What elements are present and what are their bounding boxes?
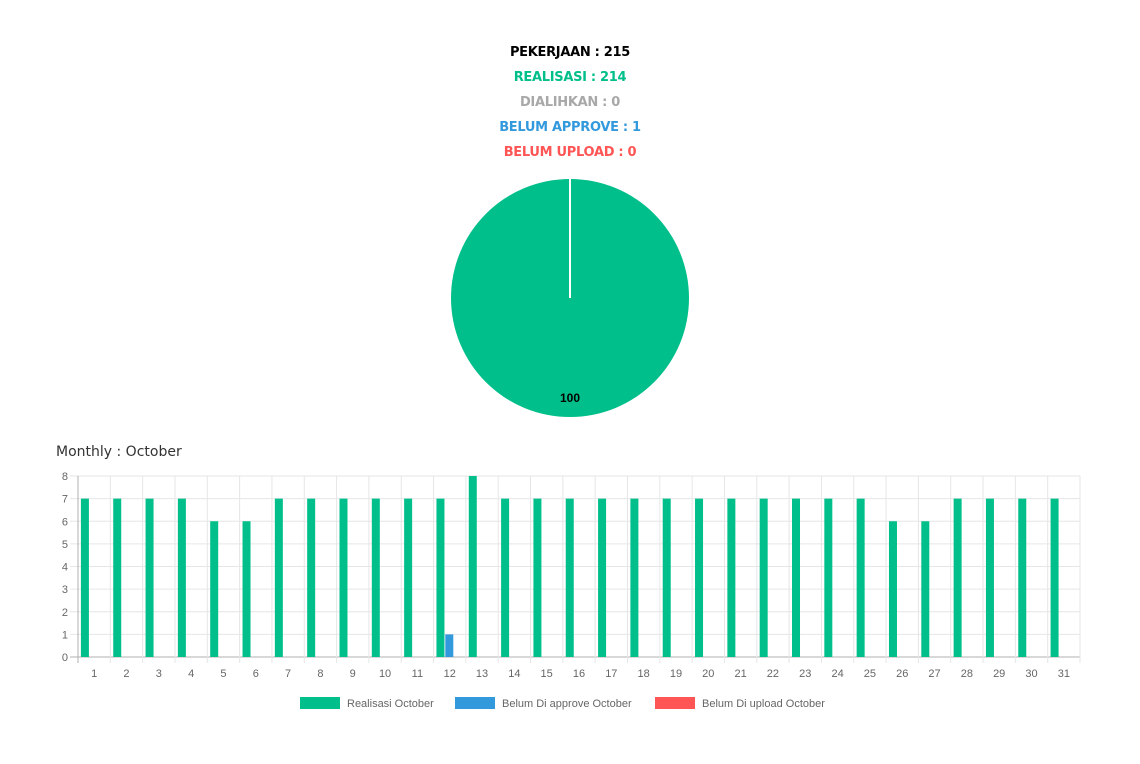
y-tick-label: 8 xyxy=(62,471,68,483)
bar-realisasi-october[interactable] xyxy=(468,476,477,657)
x-tick-label: 20 xyxy=(702,668,714,680)
y-tick-label: 4 xyxy=(62,562,68,574)
x-tick-label: 19 xyxy=(670,668,682,680)
x-tick-label: 24 xyxy=(831,668,843,680)
bar-realisasi-october[interactable] xyxy=(80,498,89,657)
x-tick-label: 27 xyxy=(928,668,940,680)
bar-belum-di-approve-october[interactable] xyxy=(445,634,454,657)
x-tick-label: 8 xyxy=(317,668,323,680)
bar-realisasi-october[interactable] xyxy=(533,498,542,657)
legend-swatch[interactable] xyxy=(455,697,495,709)
bar-realisasi-october[interactable] xyxy=(598,498,607,657)
bar-realisasi-october[interactable] xyxy=(307,498,316,657)
bar-realisasi-october[interactable] xyxy=(953,498,962,657)
bar-realisasi-october[interactable] xyxy=(404,498,413,657)
x-tick-label: 12 xyxy=(444,668,456,680)
x-tick-label: 14 xyxy=(508,668,520,680)
bar-realisasi-october[interactable] xyxy=(824,498,833,657)
bar-realisasi-october[interactable] xyxy=(888,521,897,657)
bar-realisasi-october[interactable] xyxy=(727,498,736,657)
x-tick-label: 22 xyxy=(767,668,779,680)
x-tick-label: 15 xyxy=(541,668,553,680)
y-tick-label: 0 xyxy=(62,652,68,664)
x-tick-label: 21 xyxy=(734,668,746,680)
x-tick-label: 11 xyxy=(412,668,423,680)
bar-realisasi-october[interactable] xyxy=(242,521,251,657)
y-tick-label: 2 xyxy=(62,607,68,619)
x-tick-label: 2 xyxy=(123,668,129,680)
x-tick-label: 30 xyxy=(1025,668,1037,680)
bar-realisasi-october[interactable] xyxy=(1050,498,1059,657)
bar-realisasi-october[interactable] xyxy=(921,521,930,657)
x-tick-label: 13 xyxy=(476,668,488,680)
pie-chart: 100 xyxy=(451,179,689,417)
x-tick-label: 5 xyxy=(220,668,226,680)
bar-realisasi-october[interactable] xyxy=(856,498,865,657)
x-tick-label: 26 xyxy=(896,668,908,680)
x-tick-label: 17 xyxy=(605,668,617,680)
y-tick-label: 6 xyxy=(62,516,68,528)
x-tick-label: 7 xyxy=(285,668,291,680)
bar-realisasi-october[interactable] xyxy=(792,498,801,657)
bar-realisasi-october[interactable] xyxy=(177,498,186,657)
bar-realisasi-october[interactable] xyxy=(436,498,445,657)
x-tick-label: 29 xyxy=(993,668,1005,680)
legend-label[interactable]: Belum Di upload October xyxy=(702,698,825,710)
y-tick-label: 3 xyxy=(62,584,68,596)
x-tick-label: 16 xyxy=(573,668,585,680)
x-tick-label: 31 xyxy=(1058,668,1070,680)
pekerjaan-total: PEKERJAAN : 215 xyxy=(509,45,631,60)
bar-realisasi-october[interactable] xyxy=(662,498,671,657)
bar-realisasi-october[interactable] xyxy=(695,498,704,657)
x-tick-label: 23 xyxy=(799,668,811,680)
bar-realisasi-october[interactable] xyxy=(1018,498,1027,657)
legend-swatch[interactable] xyxy=(655,697,695,709)
x-tick-label: 18 xyxy=(638,668,650,680)
belum-upload-total: BELUM UPLOAD : 0 xyxy=(503,145,637,160)
bar-realisasi-october[interactable] xyxy=(145,498,154,657)
pie-slice-label: 100 xyxy=(560,391,580,405)
bar-realisasi-october[interactable] xyxy=(759,498,768,657)
x-tick-label: 9 xyxy=(350,668,356,680)
dialihkan-total: DIALIHKAN : 0 xyxy=(519,95,621,110)
bar-realisasi-october[interactable] xyxy=(985,498,994,657)
bar-realisasi-october[interactable] xyxy=(113,498,122,657)
bar-realisasi-october[interactable] xyxy=(501,498,510,657)
bar-realisasi-october[interactable] xyxy=(630,498,639,657)
x-tick-label: 6 xyxy=(253,668,259,680)
x-tick-label: 1 xyxy=(91,668,97,680)
legend-label[interactable]: Realisasi October xyxy=(347,698,434,710)
y-tick-label: 7 xyxy=(62,494,68,506)
belum-approve-total: BELUM APPROVE : 1 xyxy=(499,120,641,135)
bar-realisasi-october[interactable] xyxy=(565,498,574,657)
legend-label[interactable]: Belum Di approve October xyxy=(502,698,632,710)
summary-block: PEKERJAAN : 215 REALISASI : 214 DIALIHKA… xyxy=(0,40,1140,165)
x-tick-label: 4 xyxy=(188,668,194,680)
x-tick-label: 25 xyxy=(864,668,876,680)
y-tick-label: 1 xyxy=(62,629,68,641)
bar-realisasi-october[interactable] xyxy=(210,521,219,657)
bar-realisasi-october[interactable] xyxy=(371,498,380,657)
x-tick-label: 28 xyxy=(961,668,973,680)
monthly-chart-title: Monthly : October xyxy=(56,444,182,460)
bar-realisasi-october[interactable] xyxy=(339,498,348,657)
x-tick-label: 10 xyxy=(379,668,391,680)
legend-swatch[interactable] xyxy=(300,697,340,709)
realisasi-total: REALISASI : 214 xyxy=(513,70,627,85)
x-tick-label: 3 xyxy=(156,668,162,680)
y-tick-label: 5 xyxy=(62,539,68,551)
bar-realisasi-october[interactable] xyxy=(274,498,283,657)
